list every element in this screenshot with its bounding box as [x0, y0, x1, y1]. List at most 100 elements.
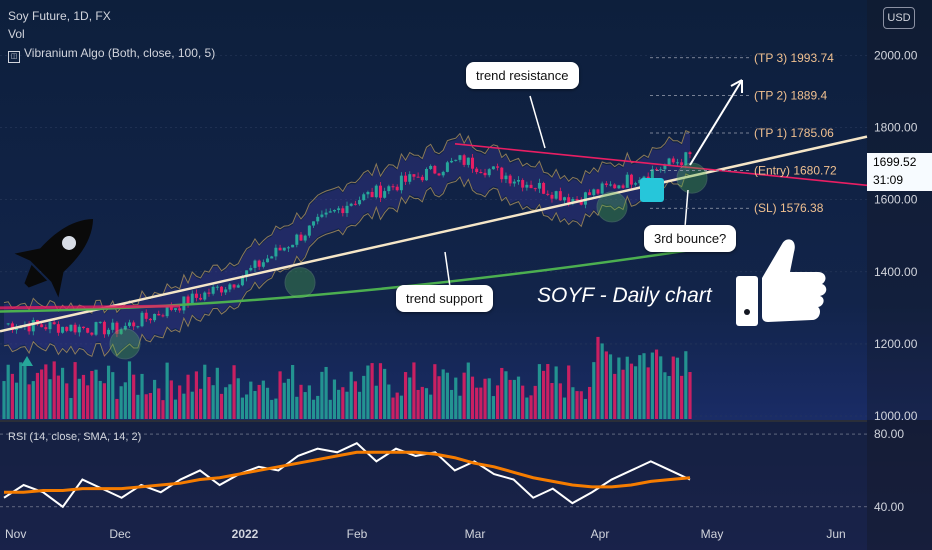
- price-tick-label: 1400.00: [874, 265, 918, 279]
- volume-bar: [650, 352, 654, 419]
- candle-body: [220, 286, 224, 293]
- candle-body: [345, 205, 349, 214]
- volume-bar: [433, 364, 437, 419]
- volume-bar: [182, 393, 186, 419]
- bar-countdown: 31:09: [873, 173, 904, 187]
- volume-bar: [144, 394, 148, 419]
- candle-body: [508, 175, 512, 184]
- volume-bar: [299, 384, 303, 419]
- candle-body: [132, 322, 136, 327]
- volume-bar: [395, 392, 399, 419]
- candle-body: [558, 191, 562, 201]
- volume-bar: [77, 378, 81, 419]
- candle-body: [395, 186, 399, 191]
- volume-bar: [646, 367, 650, 419]
- rsi-line: [3, 441, 691, 509]
- candle-body: [199, 297, 203, 300]
- bounce-circle: [596, 191, 628, 223]
- volume-bar: [148, 392, 153, 419]
- candle-body: [521, 180, 525, 188]
- candle-body: [537, 182, 541, 189]
- indicator-settings-icon[interactable]: ◫: [8, 51, 20, 63]
- volume-bar: [663, 372, 667, 419]
- candle-body: [312, 221, 316, 226]
- volume-bar: [286, 378, 291, 419]
- candle-body: [169, 305, 173, 310]
- volume-bar: [65, 383, 69, 419]
- volume-bar: [278, 371, 282, 419]
- volume-bar: [399, 395, 403, 419]
- candle-body: [500, 167, 504, 180]
- volume-bar: [629, 363, 634, 419]
- volume-bar: [169, 380, 173, 419]
- volume-legend: Vol: [8, 27, 25, 41]
- volume-bar: [86, 385, 90, 419]
- volume-bar: [362, 375, 366, 419]
- candle-body: [303, 235, 307, 241]
- candle-body: [111, 322, 115, 330]
- volume-bar: [115, 398, 119, 419]
- target-level-label: (TP 3) 1993.74: [754, 51, 834, 65]
- candle-body: [224, 289, 228, 293]
- target-arrow-head: [730, 79, 743, 93]
- candle-body: [153, 313, 157, 321]
- volume-bar: [521, 385, 525, 419]
- volume-bar: [642, 353, 646, 419]
- candle-body: [77, 326, 81, 333]
- volume-bar: [475, 387, 479, 419]
- candle-body: [174, 308, 177, 310]
- candle-body: [362, 194, 366, 201]
- candle-body: [404, 175, 408, 182]
- volume-bar: [198, 388, 203, 419]
- volume-bar: [583, 398, 588, 419]
- volume-bar: [592, 362, 596, 419]
- candle-body: [27, 324, 31, 332]
- candle-body: [190, 293, 194, 305]
- candle-body: [650, 169, 654, 180]
- volume-bar: [596, 336, 600, 419]
- candle-body: [307, 225, 311, 236]
- third-bounce-callout: 3rd bounce?: [644, 225, 737, 252]
- time-tick-label: Apr: [591, 527, 610, 541]
- entry-marker-icon: [640, 178, 664, 202]
- volume-bar: [349, 371, 353, 419]
- volume-bar: [282, 382, 286, 419]
- volume-bar: [215, 367, 219, 419]
- volume-bar: [31, 381, 35, 419]
- volume-bar: [675, 357, 680, 419]
- volume-bar: [383, 368, 387, 419]
- volume-bar: [470, 376, 475, 419]
- volume-bar: [483, 378, 487, 419]
- candle-body: [487, 169, 491, 176]
- volume-bar: [391, 397, 395, 419]
- volume-bar: [307, 385, 311, 419]
- candle-body: [659, 169, 663, 171]
- candle-body: [228, 284, 232, 290]
- volume-bar: [529, 395, 533, 419]
- candle-body: [115, 322, 119, 334]
- volume-bar: [98, 380, 102, 419]
- volume-bar: [408, 377, 412, 419]
- currency-button[interactable]: USD: [883, 7, 915, 29]
- candle-body: [441, 171, 445, 176]
- volume-bar: [265, 387, 270, 419]
- volume-bar: [324, 366, 328, 419]
- volume-bar: [571, 387, 575, 419]
- volume-bar: [500, 367, 504, 419]
- volume-bar: [604, 351, 608, 419]
- candle-body: [412, 174, 416, 177]
- bounce-circle: [109, 328, 141, 360]
- time-tick-label: Feb: [347, 527, 368, 541]
- candle-body: [571, 199, 575, 203]
- volume-bar: [429, 394, 433, 419]
- volume-bar: [228, 384, 232, 419]
- candle-body: [94, 322, 98, 335]
- candle-body: [458, 155, 462, 160]
- candle-body: [257, 260, 261, 267]
- price-tick-label: 1200.00: [874, 337, 918, 351]
- candle-body: [387, 186, 391, 192]
- volume-bar: [173, 399, 178, 419]
- volume-bar: [378, 363, 383, 419]
